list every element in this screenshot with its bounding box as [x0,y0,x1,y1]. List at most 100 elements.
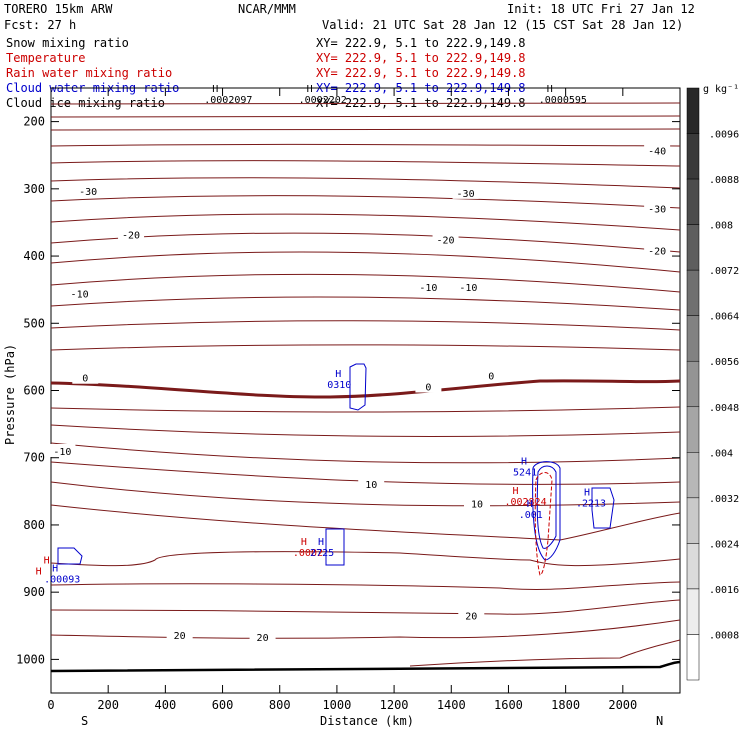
x-tick-label: 1200 [380,698,409,712]
colorbar-segment [686,315,700,362]
colorbar: .0096 .0088 .008 .0072 .0064 .0056 .0048 .004 .0… [686,87,739,681]
isotherm-label: -10 [419,283,437,294]
isotherm [50,599,681,615]
max-value: 5241 [513,468,537,479]
max-marker: H [584,487,590,498]
label-mask [49,444,76,457]
max-marker: H [307,84,313,95]
isotherm-label: 0 [425,382,431,393]
org-title: NCAR/MMM [238,2,296,16]
colorbar-tick-label: .0072 [709,266,739,277]
y-tick-label: 1000 [16,652,45,666]
cloud-water-contour [532,461,561,561]
isotherm [50,406,681,413]
isotherm [409,639,681,667]
init-time: Init: 18 UTC Fri 27 Jan 12 [507,2,695,16]
isotherm-label: 20 [174,631,186,642]
colorbar-tick-label: .0064 [709,312,739,323]
label-mask [249,630,276,644]
isotherm-label: 10 [471,499,483,510]
legend-xy: XY= 222.9, 5.1 to 222.9,149.8 [316,36,526,50]
label-mask [644,143,671,157]
label-mask [72,370,99,384]
isotherm [50,424,681,437]
x-tick-label: 200 [97,698,119,712]
isotherm-label: -20 [437,235,455,246]
isotherm-label: -10 [71,290,89,301]
isotherm-label: 0 [82,374,88,385]
x-tick-label: 800 [269,698,291,712]
forecast-hour: Fcst: 27 h [4,18,76,32]
valid-time: Valid: 21 UTC Sat 28 Jan 12 (15 CST Sat … [322,18,683,32]
label-mask [415,379,442,393]
isotherm [50,213,681,231]
colorbar-tick-label: .0088 [709,175,739,186]
max-marker: H [512,486,518,497]
isotherm [50,619,681,639]
x-tick-label: 1800 [551,698,580,712]
y-tick-label: 400 [23,249,45,263]
isotherm-label: -30 [79,187,97,198]
isotherm-label: 0 [488,372,494,383]
isotherm [50,442,681,464]
colorbar-tick-label: .004 [709,448,733,459]
isotherm-label: -10 [459,283,477,294]
max-value: 0310 [327,380,351,391]
label-mask [432,232,459,246]
max-marker: H [212,84,218,95]
colorbar-tick-label: .0024 [709,539,739,550]
legend-name: Cloud ice mixing ratio [6,96,165,110]
y-tick-label: 500 [23,316,45,330]
y-tick-label: 900 [23,585,45,599]
terrain-line [50,660,681,673]
isotherm-label: -20 [648,247,666,258]
cloud-water-contour [536,465,557,549]
isotherm [50,251,681,273]
x-tick-label: 1000 [322,698,351,712]
colorbar-segment [686,133,700,180]
isotherm [50,102,681,105]
label-mask [644,201,671,215]
y-tick-label: 600 [23,384,45,398]
label-mask [166,628,193,642]
isotherm [50,143,681,147]
max-value: .2213 [576,498,606,509]
label-mask [478,368,505,382]
legend-name: Snow mixing ratio [6,36,129,50]
colorbar-tick-label: .0008 [709,630,739,641]
isotherm [50,273,681,293]
label-mask [118,227,145,241]
max-marker: H [301,537,307,548]
colorbar-tick-label: .0048 [709,403,739,414]
isotherm [50,115,681,118]
colorbar-segment [686,269,700,316]
isotherm [50,461,681,485]
colorbar-tick-label: .008 [709,221,733,232]
isotherm [50,581,681,590]
x-tick-label: 2000 [608,698,637,712]
cloud-water-contour [325,528,345,566]
colorbar-tick-label: .0032 [709,494,739,505]
colorbar-unit: g kg⁻¹ [703,84,739,95]
isotherm [50,128,681,131]
max-marker: H [547,84,553,95]
colorbar-segment [686,406,700,453]
y-tick-label: 800 [23,518,45,532]
cloud-water-contour [591,487,615,529]
legend-xy: XY= 222.9, 5.1 to 222.9,149.8 [316,66,526,80]
freezing-level-line [50,379,681,399]
max-value: .001 [519,510,543,521]
isotherm [50,504,681,541]
max-marker: H [44,555,50,566]
y-tick-label: 200 [23,115,45,129]
isotherm-label: -30 [648,204,666,215]
colorbar-tick-label: .0016 [709,585,739,596]
isotherm [50,481,681,507]
x-tick-label: 1600 [494,698,523,712]
isotherm-label: 10 [365,480,377,491]
isotherm-label: -40 [648,147,666,158]
max-marker: H [335,369,341,380]
temperature-contours [50,102,681,667]
